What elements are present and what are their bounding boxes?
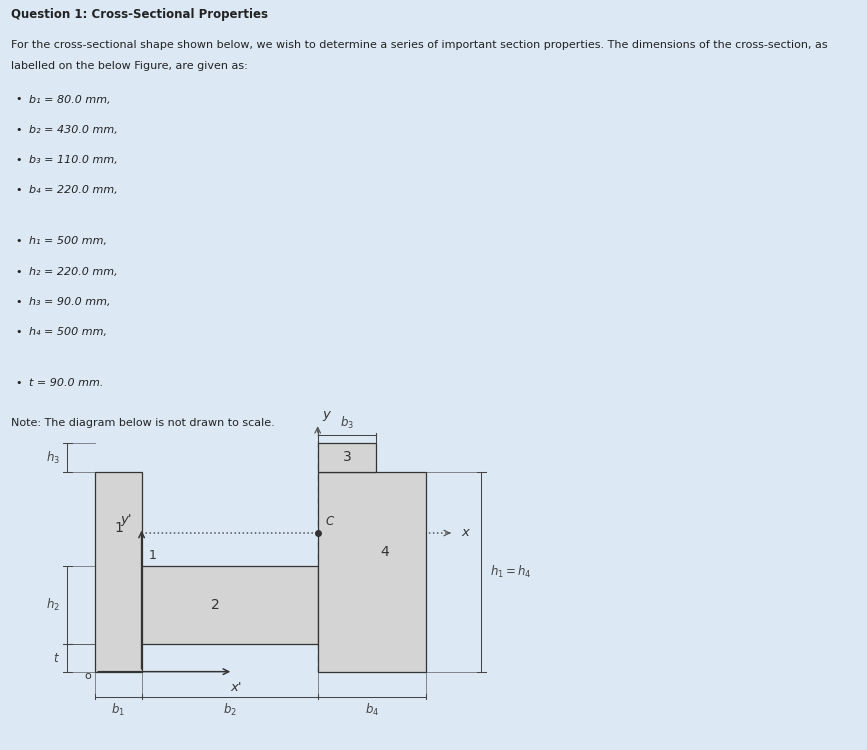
Text: h₄ = 500 mm,: h₄ = 500 mm, <box>29 327 107 338</box>
Text: $h_3$: $h_3$ <box>46 449 60 466</box>
Text: b₄ = 220.0 mm,: b₄ = 220.0 mm, <box>29 185 117 195</box>
Bar <box>95 472 141 672</box>
Text: •: • <box>16 185 22 195</box>
Text: 3: 3 <box>342 451 351 464</box>
Text: y': y' <box>121 513 132 526</box>
Text: •: • <box>16 155 22 165</box>
Text: x: x <box>461 526 470 539</box>
Text: •: • <box>16 267 22 277</box>
Text: •: • <box>16 297 22 307</box>
Text: $b_2$: $b_2$ <box>223 702 237 718</box>
Text: $b_3$: $b_3$ <box>340 415 354 431</box>
Text: •: • <box>16 327 22 338</box>
Text: h₃ = 90.0 mm,: h₃ = 90.0 mm, <box>29 297 110 307</box>
Text: b₂ = 430.0 mm,: b₂ = 430.0 mm, <box>29 124 117 135</box>
Text: For the cross-sectional shape shown below, we wish to determine a series of impo: For the cross-sectional shape shown belo… <box>11 40 828 50</box>
Text: 2: 2 <box>212 598 220 612</box>
Text: •: • <box>16 124 22 135</box>
Text: Question 1: Cross-Sectional Properties: Question 1: Cross-Sectional Properties <box>11 8 268 22</box>
Text: Note: The diagram below is not drawn to scale.: Note: The diagram below is not drawn to … <box>11 419 275 428</box>
Text: 4: 4 <box>381 544 389 559</box>
Bar <box>317 472 426 672</box>
Text: o: o <box>84 670 91 681</box>
Text: 1: 1 <box>114 520 123 535</box>
Text: x': x' <box>231 681 242 694</box>
Text: 1: 1 <box>149 549 157 562</box>
Text: $b_4$: $b_4$ <box>365 702 379 718</box>
Text: C: C <box>325 515 334 528</box>
Text: b₁ = 80.0 mm,: b₁ = 80.0 mm, <box>29 94 110 104</box>
Text: $b_1$: $b_1$ <box>112 702 126 718</box>
Text: b₃ = 110.0 mm,: b₃ = 110.0 mm, <box>29 155 117 165</box>
Text: h₁ = 500 mm,: h₁ = 500 mm, <box>29 236 107 247</box>
Text: labelled on the below Figure, are given as:: labelled on the below Figure, are given … <box>11 61 248 71</box>
Text: $h_2$: $h_2$ <box>46 597 60 613</box>
Bar <box>141 566 317 644</box>
Text: y: y <box>323 408 330 421</box>
Text: h₂ = 220.0 mm,: h₂ = 220.0 mm, <box>29 267 117 277</box>
Text: •: • <box>16 236 22 247</box>
Text: •: • <box>16 379 22 388</box>
Text: $h_1=h_4$: $h_1=h_4$ <box>490 563 531 580</box>
Text: t = 90.0 mm.: t = 90.0 mm. <box>29 379 103 388</box>
Bar <box>317 443 376 472</box>
Text: $t$: $t$ <box>53 652 60 664</box>
Text: •: • <box>16 94 22 104</box>
